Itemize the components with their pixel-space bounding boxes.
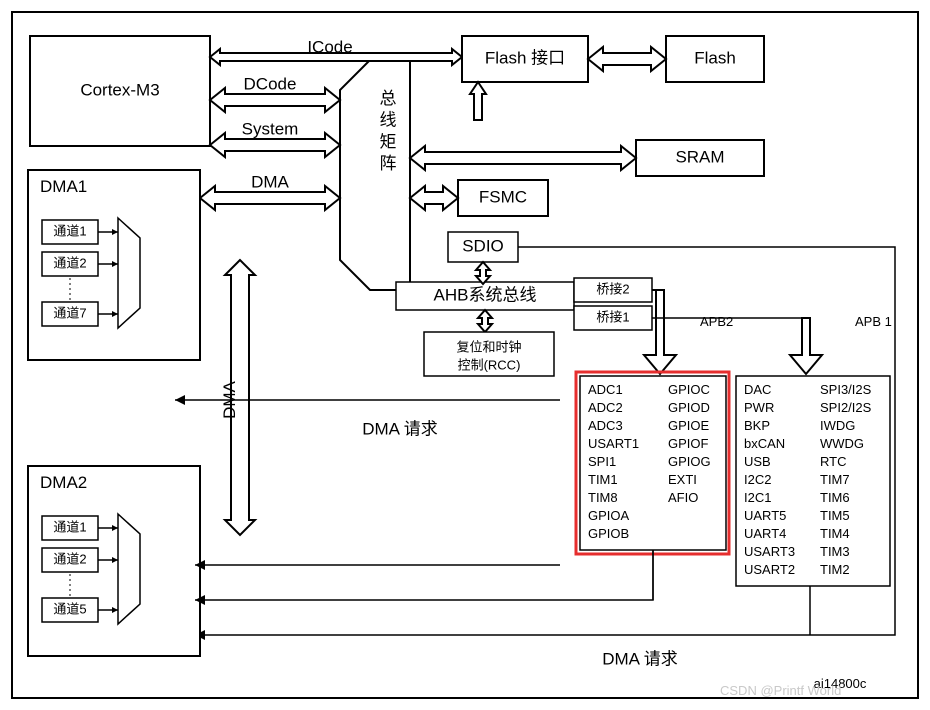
periph-GPIOG: GPIOG (668, 454, 711, 469)
svg-text:通道1: 通道1 (53, 519, 86, 534)
bridge1-label: 桥接1 (596, 309, 629, 324)
dma-req-label: DMA 请求 (362, 419, 438, 438)
periph-bxCAN: bxCAN (744, 436, 785, 451)
bus-matrix-label: 总 线 矩 阵 (377, 89, 397, 171)
periph-TIM7: TIM7 (820, 472, 850, 487)
periph-BKP: BKP (744, 418, 770, 433)
flash-label: Flash (694, 48, 736, 67)
periph-PWR: PWR (744, 400, 774, 415)
svg-text:DMA: DMA (251, 172, 289, 191)
periph-ADC1: ADC1 (588, 382, 623, 397)
fsmc-label: FSMC (479, 187, 527, 206)
apb1-label: APB 1 (855, 314, 892, 329)
sdio-label: SDIO (462, 236, 504, 255)
periph-GPIOE: GPIOE (668, 418, 710, 433)
periph-EXTI: EXTI (668, 472, 697, 487)
ahb-label: AHB系统总线 (434, 285, 537, 304)
rcc-line1: 复位和时钟 (456, 339, 521, 354)
dma2-arbiter (118, 514, 140, 624)
rcc-line2: 控制(RCC) (458, 357, 521, 372)
periph-GPIOC: GPIOC (668, 382, 710, 397)
periph-SPI1: SPI1 (588, 454, 616, 469)
periph-RTC: RTC (820, 454, 846, 469)
periph-WWDG: WWDG (820, 436, 864, 451)
periph-TIM6: TIM6 (820, 490, 850, 505)
dma-req2-label: DMA 请求 (602, 649, 678, 668)
cortex-label: Cortex-M3 (80, 80, 159, 99)
periph-GPIOB: GPIOB (588, 526, 629, 541)
periph-ADC2: ADC2 (588, 400, 623, 415)
svg-text:通道2: 通道2 (53, 551, 86, 566)
periph-SPI2/I2S: SPI2/I2S (820, 400, 872, 415)
periph-TIM3: TIM3 (820, 544, 850, 559)
svg-text:通道7: 通道7 (53, 305, 86, 320)
periph-SPI3/I2S: SPI3/I2S (820, 382, 872, 397)
periph-TIM8: TIM8 (588, 490, 618, 505)
svg-text:DCode: DCode (244, 74, 297, 93)
watermark: CSDN @Printf World (720, 683, 841, 698)
periph-USART3: USART3 (744, 544, 795, 559)
periph-AFIO: AFIO (668, 490, 698, 505)
flash-if-label: Flash 接口 (485, 48, 565, 67)
svg-text:通道2: 通道2 (53, 255, 86, 270)
periph-USART1: USART1 (588, 436, 639, 451)
periph-GPIOD: GPIOD (668, 400, 710, 415)
periph-UART5: UART5 (744, 508, 786, 523)
periph-TIM4: TIM4 (820, 526, 850, 541)
periph-ADC3: ADC3 (588, 418, 623, 433)
dma1-label: DMA1 (40, 177, 87, 196)
periph-I2C2: I2C2 (744, 472, 771, 487)
periph-DAC: DAC (744, 382, 771, 397)
sram-label: SRAM (675, 147, 724, 166)
svg-text:通道5: 通道5 (53, 601, 86, 616)
apb2-label: APB2 (700, 314, 733, 329)
periph-GPIOA: GPIOA (588, 508, 630, 523)
svg-text:通道1: 通道1 (53, 223, 86, 238)
periph-GPIOF: GPIOF (668, 436, 709, 451)
periph-USB: USB (744, 454, 771, 469)
periph-USART2: USART2 (744, 562, 795, 577)
dma1-arbiter (118, 218, 140, 328)
periph-TIM5: TIM5 (820, 508, 850, 523)
bridge2-label: 桥接2 (596, 281, 629, 296)
svg-text:System: System (242, 119, 299, 138)
periph-TIM2: TIM2 (820, 562, 850, 577)
periph-I2C1: I2C1 (744, 490, 771, 505)
periph-TIM1: TIM1 (588, 472, 618, 487)
periph-IWDG: IWDG (820, 418, 855, 433)
bus-matrix (340, 60, 410, 290)
dma2-label: DMA2 (40, 473, 87, 492)
periph-UART4: UART4 (744, 526, 786, 541)
